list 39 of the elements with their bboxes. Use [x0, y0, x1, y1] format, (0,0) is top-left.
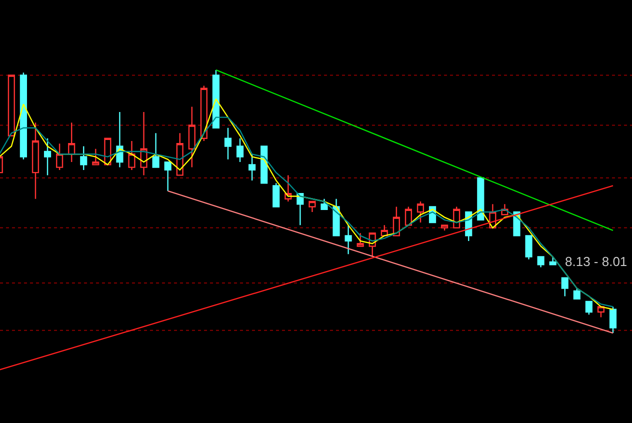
candlestick	[8, 74, 15, 136]
candlestick	[356, 232, 364, 247]
candlestick	[320, 198, 328, 210]
candlestick	[188, 106, 196, 168]
candlestick	[152, 132, 160, 168]
candlestick	[164, 161, 172, 192]
candlestick	[80, 146, 88, 171]
candlestick	[248, 154, 256, 182]
candlestick	[573, 288, 580, 300]
candlestick	[585, 300, 592, 316]
candlestick	[212, 69, 220, 128]
candlestick	[68, 122, 76, 163]
candlestick	[200, 85, 208, 142]
candlestick	[176, 132, 184, 176]
candlestick	[56, 143, 64, 171]
candlestick	[416, 200, 424, 224]
candlestick	[441, 224, 448, 232]
candlestick	[128, 140, 136, 171]
candlestick	[92, 148, 100, 166]
candlestick	[609, 306, 617, 334]
candlestick	[116, 111, 124, 168]
candlestick	[44, 138, 52, 176]
annotation: 8.13 - 8.01	[565, 254, 628, 269]
candlestick	[561, 277, 568, 297]
candlestick	[537, 256, 544, 268]
candlestick	[344, 224, 352, 255]
candlestick	[20, 72, 28, 160]
candlestick	[392, 206, 400, 236]
candlestick	[32, 122, 40, 200]
candlestick	[404, 206, 412, 226]
candlestick	[140, 111, 148, 176]
candlestick	[477, 177, 484, 221]
candlestick	[272, 182, 280, 208]
candlestick	[308, 200, 316, 213]
candlestick	[332, 198, 340, 236]
candlestick	[236, 138, 244, 163]
candlestick	[525, 235, 532, 260]
candlestick	[549, 256, 556, 266]
candlestick	[224, 127, 232, 160]
